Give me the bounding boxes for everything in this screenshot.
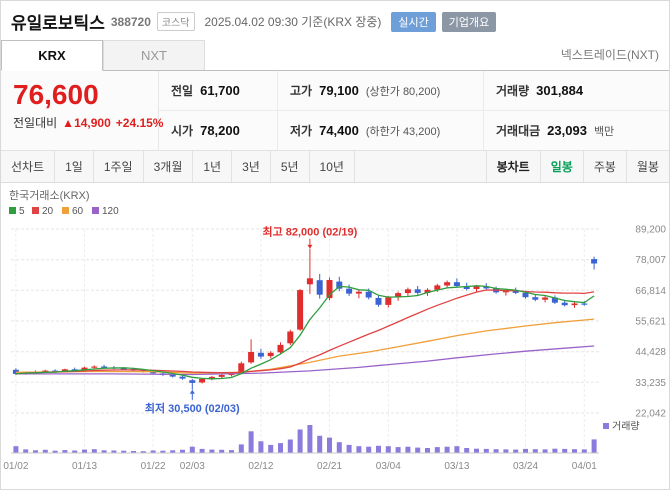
tab-nxt[interactable]: NXT	[103, 40, 205, 70]
svg-text:03/13: 03/13	[444, 461, 469, 472]
quote-datetime: 2025.04.02 09:30 기준(KRX 장중)	[204, 15, 382, 29]
svg-text:22,042: 22,042	[635, 409, 666, 420]
change-label: 전일대비	[13, 116, 58, 131]
prev-close-value: 61,700	[200, 83, 240, 98]
svg-text:78,007: 78,007	[635, 255, 666, 266]
svg-text:02/12: 02/12	[248, 461, 273, 472]
tab-1day[interactable]: 1일	[55, 151, 94, 182]
exchange-tabs: KRX NXT 넥스트레이드(NXT)	[1, 40, 669, 71]
tab-10year[interactable]: 10년	[310, 151, 355, 182]
low-label: 저가	[290, 124, 313, 138]
high-value: 79,100	[319, 83, 359, 98]
tab-monthly-candle[interactable]: 월봉	[625, 151, 669, 182]
tab-line-chart[interactable]: 선차트	[1, 151, 56, 182]
low-value: 74,400	[319, 123, 359, 138]
change-value: ▲14,900	[62, 116, 111, 130]
candle-type-tabs: 봉차트 일봉 주봉 월봉	[485, 151, 669, 182]
svg-text:02/03: 02/03	[180, 461, 205, 472]
current-price: 76,600	[13, 79, 99, 110]
stat-amount: 거래대금 23,093 백만	[483, 111, 669, 150]
period-tabs: 선차트 1일 1주일 3개월 1년 3년 5년 10년	[1, 151, 355, 182]
svg-text:5: 5	[19, 206, 25, 217]
candlestick-chart[interactable]: 89,200 78,007 66,814 55,621 44,428 33,235 22,0…	[1, 183, 669, 483]
high-label: 고가	[290, 84, 313, 98]
volume-label: 거래량	[496, 84, 530, 98]
open-value: 78,200	[200, 123, 240, 138]
svg-text:20: 20	[42, 206, 54, 217]
svg-text:55,621: 55,621	[635, 317, 666, 328]
svg-text:01/02: 01/02	[3, 461, 28, 472]
amount-label: 거래대금	[496, 124, 541, 138]
lower-limit-value: (하한가 43,200)	[365, 126, 441, 138]
svg-text:89,200: 89,200	[635, 225, 666, 236]
svg-text:44,428: 44,428	[635, 347, 666, 358]
svg-text:한국거래소(KRX): 한국거래소(KRX)	[9, 189, 90, 202]
stat-high: 고가 79,100 (상한가 80,200)	[277, 71, 483, 111]
svg-text:최고 82,000 (02/19): 최고 82,000 (02/19)	[262, 225, 357, 239]
svg-text:04/01: 04/01	[572, 461, 597, 472]
realtime-badge[interactable]: 실시간	[391, 11, 436, 32]
amount-value: 23,093	[547, 123, 587, 138]
tab-3year[interactable]: 3년	[232, 151, 271, 182]
tab-krx[interactable]: KRX	[1, 40, 103, 71]
svg-text:02/21: 02/21	[317, 461, 342, 472]
price-summary-panel: 76,600 전일대비 ▲14,900 +24.15% 전일 61,700 고가…	[1, 71, 669, 151]
svg-text:최저 30,500 (02/03): 최저 30,500 (02/03)	[145, 401, 240, 415]
svg-text:60: 60	[72, 206, 84, 217]
change-amount: 14,900	[74, 116, 111, 131]
svg-text:01/13: 01/13	[72, 461, 97, 472]
prev-close-label: 전일	[171, 84, 194, 98]
stat-volume: 거래량 301,884	[483, 71, 669, 111]
change-arrow-icon: ▲	[62, 116, 75, 131]
tab-weekly-candle[interactable]: 주봉	[582, 151, 626, 182]
stock-name: 유일로보틱스	[11, 14, 105, 33]
open-label: 시가	[171, 124, 194, 138]
svg-text:120: 120	[102, 206, 119, 217]
current-price-block: 76,600 전일대비 ▲14,900 +24.15%	[1, 71, 163, 150]
stat-open: 시가 78,200	[159, 111, 277, 150]
header: 유일로보틱스 388720 코스닥 2025.04.02 09:30 기준(KR…	[1, 1, 669, 40]
svg-text:33,235: 33,235	[635, 378, 666, 389]
upper-limit-value: (상한가 80,200)	[365, 86, 441, 98]
tab-3month[interactable]: 3개월	[144, 151, 194, 182]
market-badge: 코스닥	[156, 12, 195, 31]
chart-toolbar: 선차트 1일 1주일 3개월 1년 3년 5년 10년 봉차트 일봉 주봉 월봉	[1, 151, 669, 183]
change-percent: +24.15%	[115, 116, 164, 131]
candle-chart-tab[interactable]: 봉차트	[485, 151, 540, 182]
svg-text:거래량: 거래량	[612, 421, 640, 433]
tab-1year[interactable]: 1년	[193, 151, 233, 182]
svg-text:03/24: 03/24	[513, 461, 538, 472]
tab-1week[interactable]: 1주일	[94, 151, 144, 182]
tab-daily-candle[interactable]: 일봉	[539, 151, 583, 182]
stat-prev-close: 전일 61,700	[159, 71, 277, 111]
nextrade-link[interactable]: 넥스트레이드(NXT)	[560, 48, 659, 62]
stat-low: 저가 74,400 (하한가 43,200)	[277, 111, 483, 150]
volume-value: 301,884	[536, 83, 584, 98]
svg-text:03/04: 03/04	[376, 461, 401, 472]
price-change-row: 전일대비 ▲14,900 +24.15%	[13, 114, 163, 131]
company-overview-button[interactable]: 기업개요	[441, 11, 497, 32]
svg-text:66,814: 66,814	[635, 286, 666, 297]
amount-unit: 백만	[593, 126, 615, 138]
stats-grid: 전일 61,700 고가 79,100 (상한가 80,200) 거래량 301…	[159, 71, 669, 150]
stock-code: 388720	[110, 14, 151, 29]
chart-svg: 89,200 78,007 66,814 55,621 44,428 33,235 22,0…	[3, 189, 666, 472]
svg-text:01/22: 01/22	[141, 461, 166, 472]
tab-5year[interactable]: 5년	[271, 151, 310, 182]
